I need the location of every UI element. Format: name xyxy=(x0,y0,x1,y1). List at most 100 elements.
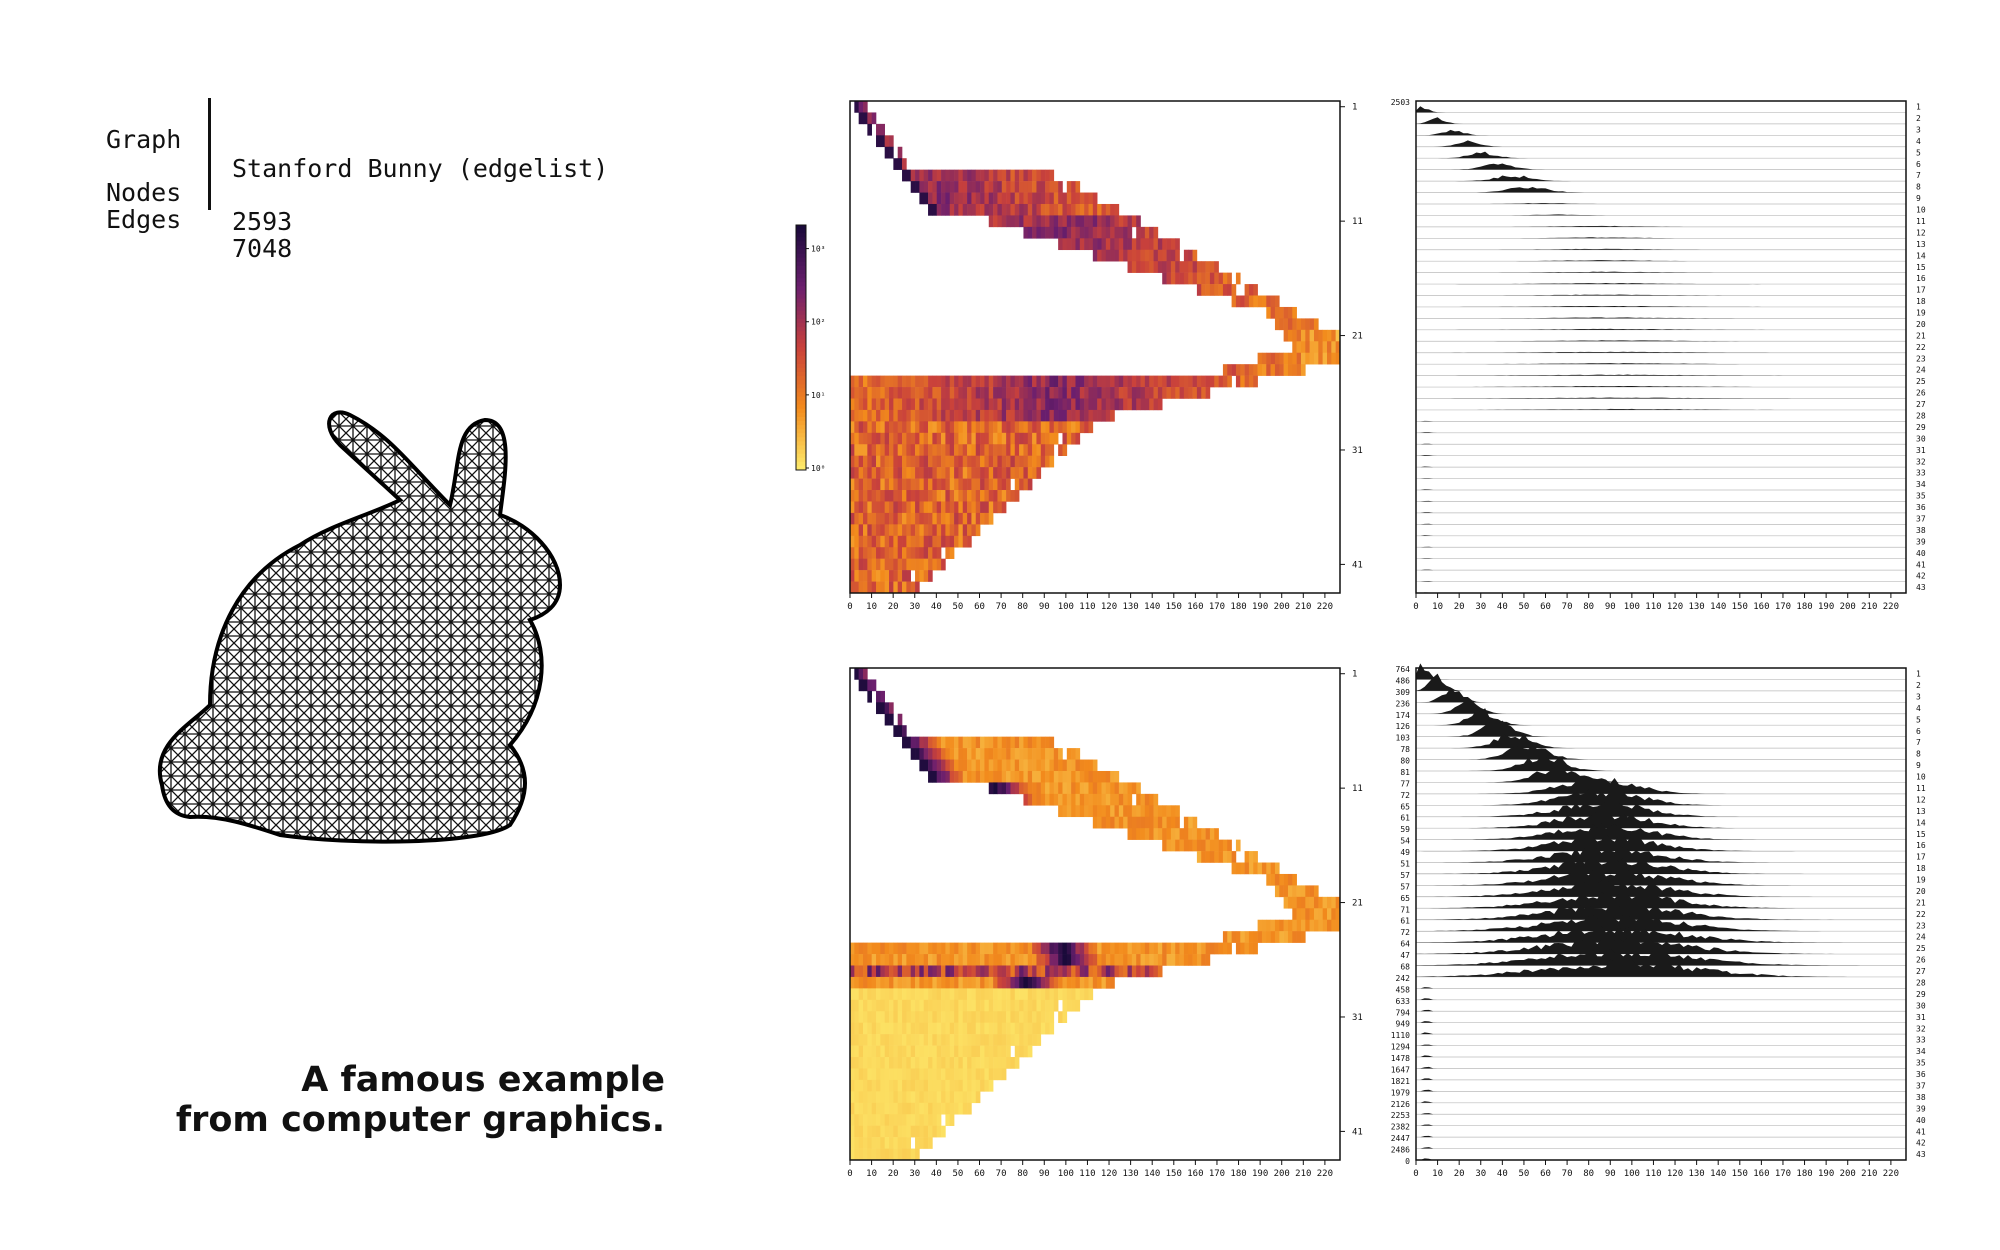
heat-cell xyxy=(945,547,951,559)
heat-cell xyxy=(1010,409,1016,422)
heat-cell xyxy=(1274,352,1280,365)
heat-cell xyxy=(997,954,1003,966)
colorbar-step xyxy=(796,425,806,430)
heat-cell xyxy=(915,444,920,456)
edges-count: 7048 xyxy=(232,234,293,263)
heat-cell xyxy=(1075,988,1081,1001)
nodes-count: 2593 xyxy=(232,207,293,236)
heat-cell xyxy=(863,1022,868,1035)
heat-cell xyxy=(1101,805,1107,818)
heat-cell xyxy=(958,421,964,434)
heat-cell xyxy=(967,192,972,205)
heat-cell xyxy=(936,375,942,388)
heat-cell xyxy=(889,467,894,479)
heat-cell xyxy=(1071,409,1076,422)
heat-cell xyxy=(932,1079,938,1092)
heat-cell xyxy=(923,1091,929,1104)
heat-cell xyxy=(988,976,994,989)
heat-cell xyxy=(889,988,894,1001)
heat-cell xyxy=(958,478,964,491)
heat-cell xyxy=(889,1011,894,1023)
heat-cell xyxy=(1209,375,1215,388)
heat-cell xyxy=(1006,432,1011,445)
row-label-right: 11 xyxy=(1916,784,1926,793)
heat-cell xyxy=(910,581,916,594)
row-label-right: 3 xyxy=(1916,692,1921,701)
heat-cell xyxy=(1019,942,1024,955)
heat-cell xyxy=(1131,828,1137,840)
heat-cell xyxy=(1227,284,1232,296)
heat-cell xyxy=(850,490,855,502)
heat-cell xyxy=(880,432,885,445)
heat-cell xyxy=(1053,976,1059,989)
heat-cell xyxy=(1006,398,1011,411)
heat-cell xyxy=(867,965,872,978)
heat-cell xyxy=(871,409,877,422)
colorbar-step xyxy=(796,465,806,471)
heat-cell xyxy=(902,725,907,737)
heat-cell xyxy=(1162,387,1167,399)
heat-cell xyxy=(1049,942,1055,955)
heat-cell xyxy=(954,988,959,1001)
heat-cell xyxy=(897,1125,903,1138)
heat-cell xyxy=(1023,770,1029,783)
heat-cell xyxy=(867,679,872,692)
heat-cell xyxy=(1019,770,1024,783)
heat-cell xyxy=(919,490,925,502)
colorbar-step xyxy=(796,347,806,353)
heat-cell xyxy=(949,512,955,525)
heat-cell xyxy=(980,954,985,966)
heat-cell xyxy=(1019,432,1024,445)
ridge-area xyxy=(1416,163,1906,170)
heat-cell xyxy=(906,387,912,399)
heat-cell xyxy=(1123,387,1128,399)
heat-cell xyxy=(971,409,977,422)
heat-cell xyxy=(1027,1022,1033,1035)
heat-cell xyxy=(854,1137,859,1149)
heat-cell xyxy=(1209,851,1215,863)
heat-cell xyxy=(1066,999,1072,1012)
heat-cell xyxy=(1040,444,1046,456)
heat-cell xyxy=(928,455,933,468)
heat-cell xyxy=(1188,249,1193,262)
heat-cell xyxy=(1097,409,1102,422)
ridge-area xyxy=(1416,833,1906,852)
heat-cell xyxy=(919,976,925,989)
heat-cell xyxy=(984,169,990,182)
heat-cell xyxy=(962,501,968,514)
heat-cell xyxy=(967,1068,972,1081)
heat-cell xyxy=(1053,387,1059,399)
heat-cell xyxy=(919,455,925,468)
heat-cell xyxy=(1071,748,1076,760)
ridge-area xyxy=(1416,397,1906,399)
heat-cell xyxy=(1014,421,1020,434)
heat-cell xyxy=(876,999,881,1012)
heat-cell xyxy=(962,192,968,205)
heat-cell xyxy=(889,146,894,159)
heat-cell xyxy=(1019,421,1024,434)
heat-cell xyxy=(1162,261,1167,273)
heat-cell xyxy=(1036,976,1042,989)
heat-cell xyxy=(1036,988,1042,1001)
heat-cell xyxy=(1053,181,1059,193)
heat-cell xyxy=(897,988,903,1001)
heat-cell xyxy=(928,999,933,1012)
heat-cell xyxy=(949,942,955,955)
heat-cell xyxy=(954,203,959,216)
heat-cell xyxy=(1058,770,1063,783)
heat-cell xyxy=(1006,478,1011,491)
heat-cell xyxy=(867,375,872,388)
y-tick-label: 11 xyxy=(1352,217,1363,227)
heat-cell xyxy=(997,375,1003,388)
heat-cell xyxy=(863,942,868,955)
heat-cell xyxy=(915,524,920,537)
heat-cell xyxy=(1149,226,1154,239)
heat-cell xyxy=(941,398,946,411)
heat-cell xyxy=(858,965,864,978)
row-label-left: 486 xyxy=(1396,676,1411,685)
heat-cell xyxy=(1192,272,1198,285)
heat-cell xyxy=(1032,203,1037,216)
heat-cell xyxy=(854,1068,859,1081)
heat-cell xyxy=(923,1125,929,1138)
colorbar-step xyxy=(796,327,806,332)
